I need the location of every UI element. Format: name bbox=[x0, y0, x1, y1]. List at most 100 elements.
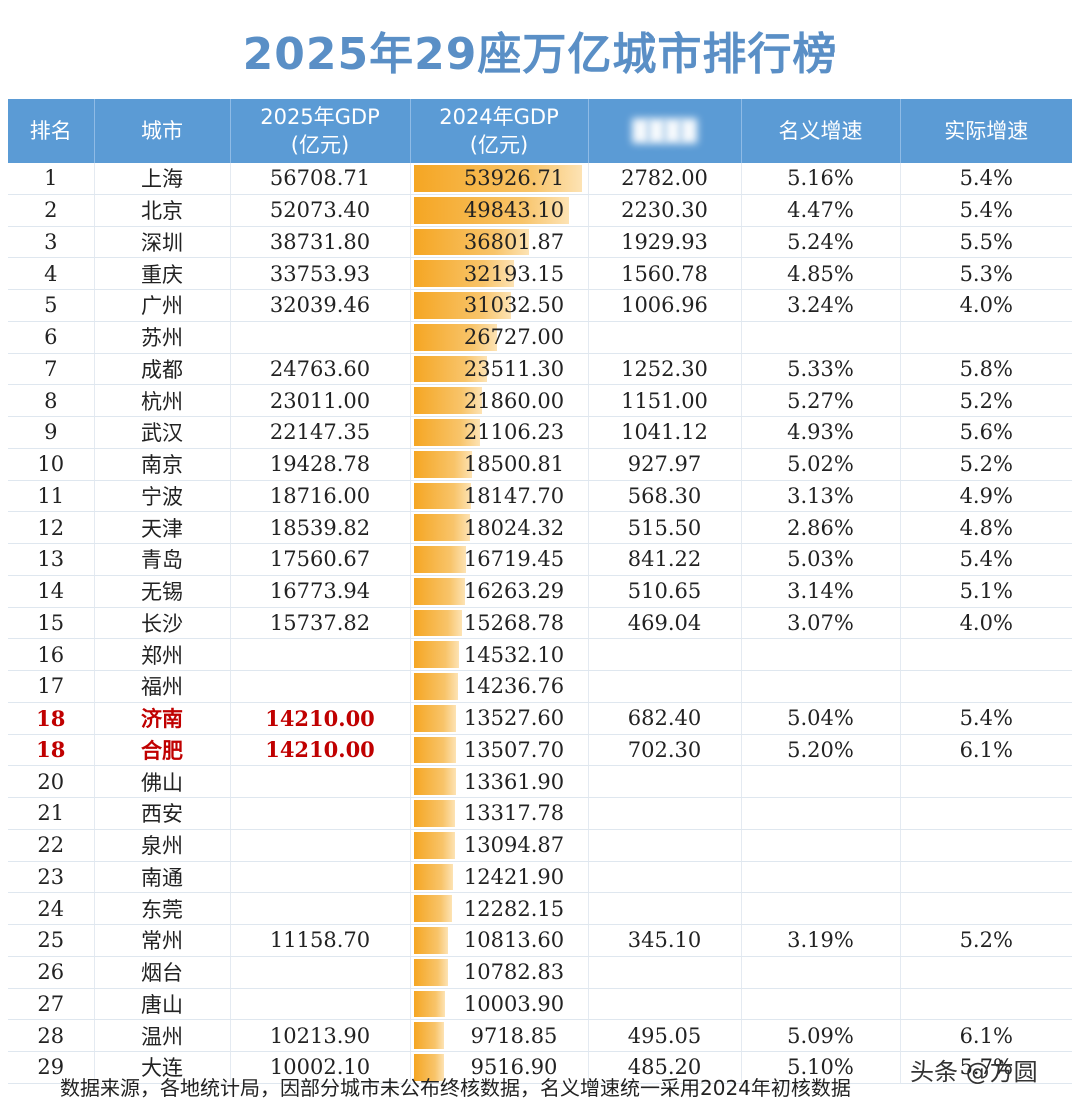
table-row: 18 合肥 14210.00 13507.70 702.30 5.20% 6.1% bbox=[8, 734, 1072, 767]
gdp-data-bar bbox=[413, 641, 459, 668]
header-diff: ████ bbox=[588, 99, 742, 163]
city-cell: 宁波 bbox=[94, 480, 231, 513]
gdp2024-cell: 14532.10 bbox=[410, 638, 589, 671]
nominal-growth-cell bbox=[741, 892, 901, 925]
real-growth-cell bbox=[900, 892, 1072, 925]
gdp2024-value: 12421.90 bbox=[463, 864, 565, 889]
gdp2025-cell bbox=[230, 988, 411, 1021]
gdp-data-bar bbox=[413, 546, 466, 573]
nominal-growth-cell: 3.13% bbox=[741, 480, 901, 513]
city-cell: 泉州 bbox=[94, 829, 231, 862]
table-row: 7 成都 24763.60 23511.30 1252.30 5.33% 5.8% bbox=[8, 353, 1072, 386]
city-cell: 天津 bbox=[94, 511, 231, 544]
nominal-growth-cell bbox=[741, 956, 901, 989]
table-row: 14 无锡 16773.94 16263.29 510.65 3.14% 5.1% bbox=[8, 575, 1072, 608]
real-growth-cell: 5.7% bbox=[900, 1051, 1072, 1084]
gdp2024-cell: 13527.60 bbox=[410, 702, 589, 735]
gdp-data-bar bbox=[413, 927, 448, 954]
gdp2025-cell: 14210.00 bbox=[230, 734, 411, 767]
city-cell: 烟台 bbox=[94, 956, 231, 989]
real-growth-cell: 4.0% bbox=[900, 289, 1072, 322]
city-cell: 上海 bbox=[94, 163, 231, 195]
gdp2024-cell: 10813.60 bbox=[410, 924, 589, 957]
table-row: 12 天津 18539.82 18024.32 515.50 2.86% 4.8% bbox=[8, 511, 1072, 544]
header-real-growth: 实际增速 bbox=[900, 99, 1072, 163]
city-cell: 青岛 bbox=[94, 543, 231, 576]
city-cell: 福州 bbox=[94, 670, 231, 703]
gdp2025-cell bbox=[230, 321, 411, 354]
diff-cell: 1929.93 bbox=[588, 226, 742, 259]
real-growth-cell: 6.1% bbox=[900, 734, 1072, 767]
rank-cell: 29 bbox=[8, 1051, 95, 1084]
gdp-data-bar bbox=[413, 292, 511, 319]
gdp2024-value: 18500.81 bbox=[463, 452, 565, 477]
table-row: 26 烟台 10782.83 bbox=[8, 956, 1072, 989]
real-growth-cell: 4.9% bbox=[900, 480, 1072, 513]
real-growth-cell bbox=[900, 956, 1072, 989]
diff-cell: 927.97 bbox=[588, 448, 742, 481]
gdp2024-value: 13507.70 bbox=[463, 737, 565, 762]
diff-cell bbox=[588, 638, 742, 671]
city-cell: 武汉 bbox=[94, 416, 231, 449]
rank-cell: 3 bbox=[8, 226, 95, 259]
rank-cell: 1 bbox=[8, 163, 95, 195]
rank-cell: 27 bbox=[8, 988, 95, 1021]
nominal-growth-cell: 3.24% bbox=[741, 289, 901, 322]
gdp2024-cell: 13094.87 bbox=[410, 829, 589, 862]
nominal-growth-cell: 5.04% bbox=[741, 702, 901, 735]
diff-cell: 568.30 bbox=[588, 480, 742, 513]
table-row: 25 常州 11158.70 10813.60 345.10 3.19% 5.2% bbox=[8, 924, 1072, 957]
gdp2024-value: 16719.45 bbox=[463, 547, 565, 572]
gdp-data-bar bbox=[413, 831, 455, 859]
diff-cell: 1006.96 bbox=[588, 289, 742, 322]
gdp2024-cell: 10782.83 bbox=[410, 956, 589, 989]
gdp2024-cell: 10003.90 bbox=[410, 988, 589, 1021]
table-row: 28 温州 10213.90 9718.85 495.05 5.09% 6.1% bbox=[8, 1019, 1072, 1052]
diff-cell: 469.04 bbox=[588, 607, 742, 640]
gdp2024-value: 26727.00 bbox=[463, 325, 565, 350]
real-growth-cell: 5.4% bbox=[900, 194, 1072, 227]
gdp2025-cell: 15737.82 bbox=[230, 607, 411, 640]
diff-cell bbox=[588, 956, 742, 989]
rank-cell: 12 bbox=[8, 511, 95, 544]
nominal-growth-cell: 3.07% bbox=[741, 607, 901, 640]
table-row: 23 南通 12421.90 bbox=[8, 861, 1072, 894]
gdp2024-cell: 18147.70 bbox=[410, 480, 589, 513]
gdp-data-bar bbox=[413, 990, 445, 1018]
gdp2024-cell: 13507.70 bbox=[410, 734, 589, 767]
nominal-growth-cell: 5.24% bbox=[741, 226, 901, 259]
gdp2024-value: 32193.15 bbox=[463, 261, 565, 286]
gdp2024-cell: 32193.15 bbox=[410, 257, 589, 290]
nominal-growth-cell: 5.03% bbox=[741, 543, 901, 576]
diff-cell bbox=[588, 321, 742, 354]
diff-cell: 515.50 bbox=[588, 511, 742, 544]
gdp2025-cell: 22147.35 bbox=[230, 416, 411, 449]
diff-cell bbox=[588, 892, 742, 925]
real-growth-cell: 5.6% bbox=[900, 416, 1072, 449]
diff-cell: 495.05 bbox=[588, 1019, 742, 1052]
diff-cell: 702.30 bbox=[588, 734, 742, 767]
rank-cell: 17 bbox=[8, 670, 95, 703]
gdp2024-cell: 21106.23 bbox=[410, 416, 589, 449]
page-title: 2025年29座万亿城市排行榜 bbox=[242, 29, 838, 80]
rank-cell: 10 bbox=[8, 448, 95, 481]
real-growth-cell bbox=[900, 321, 1072, 354]
diff-cell: 485.20 bbox=[588, 1051, 742, 1084]
gdp-data-bar bbox=[413, 482, 471, 510]
gdp2024-cell: 23511.30 bbox=[410, 353, 589, 386]
table-row: 4 重庆 33753.93 32193.15 1560.78 4.85% 5.3% bbox=[8, 257, 1072, 290]
diff-cell: 1252.30 bbox=[588, 353, 742, 386]
gdp2025-cell: 32039.46 bbox=[230, 289, 411, 322]
header-nominal-growth: 名义增速 bbox=[741, 99, 901, 163]
gdp2025-cell: 18539.82 bbox=[230, 511, 411, 544]
source-note: 数据来源，各地统计局，因部分城市未公布终核数据，名义增速统一采用2024年初核数… bbox=[60, 1076, 851, 1100]
table-row: 18 济南 14210.00 13527.60 682.40 5.04% 5.4% bbox=[8, 702, 1072, 735]
gdp2024-cell: 9718.85 bbox=[410, 1019, 589, 1052]
nominal-growth-cell: 5.16% bbox=[741, 163, 901, 195]
header-city: 城市 bbox=[94, 99, 231, 163]
real-growth-cell bbox=[900, 670, 1072, 703]
gdp2024-value: 10003.90 bbox=[463, 991, 565, 1016]
rank-cell: 15 bbox=[8, 607, 95, 640]
table-row: 20 佛山 13361.90 bbox=[8, 765, 1072, 798]
rank-cell: 6 bbox=[8, 321, 95, 354]
